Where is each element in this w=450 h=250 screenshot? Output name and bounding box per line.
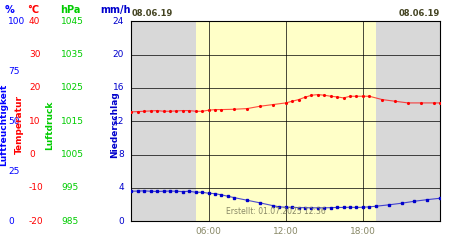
Text: 1015: 1015 xyxy=(61,117,84,126)
Text: Temperatur: Temperatur xyxy=(14,96,23,154)
Text: -10: -10 xyxy=(29,184,44,192)
Text: 20: 20 xyxy=(112,50,124,59)
Text: mm/h: mm/h xyxy=(100,5,130,15)
Text: 1025: 1025 xyxy=(61,84,84,92)
Text: 25: 25 xyxy=(8,167,19,176)
Text: 100: 100 xyxy=(8,17,25,26)
Text: 995: 995 xyxy=(61,184,78,192)
Text: -20: -20 xyxy=(29,217,44,226)
Text: 24: 24 xyxy=(113,17,124,26)
Text: 0: 0 xyxy=(29,150,35,159)
Text: °C: °C xyxy=(27,5,39,15)
Text: 75: 75 xyxy=(8,67,19,76)
Text: 20: 20 xyxy=(29,84,40,92)
Text: 985: 985 xyxy=(61,217,78,226)
Text: hPa: hPa xyxy=(60,5,81,15)
Text: Luftdruck: Luftdruck xyxy=(45,100,54,150)
Text: Luftfeuchtigkeit: Luftfeuchtigkeit xyxy=(0,84,9,166)
Text: 16: 16 xyxy=(112,84,124,92)
Text: 0: 0 xyxy=(118,217,124,226)
Text: 0: 0 xyxy=(8,217,14,226)
Bar xyxy=(196,21,376,221)
Text: 08.06.19: 08.06.19 xyxy=(399,9,440,18)
Text: 30: 30 xyxy=(29,50,40,59)
Bar xyxy=(376,21,440,221)
Text: 1045: 1045 xyxy=(61,17,84,26)
Text: 8: 8 xyxy=(118,150,124,159)
Text: 1005: 1005 xyxy=(61,150,84,159)
Text: 1035: 1035 xyxy=(61,50,84,59)
Text: 08.06.19: 08.06.19 xyxy=(131,9,173,18)
Text: 4: 4 xyxy=(118,184,124,192)
Text: 10: 10 xyxy=(29,117,40,126)
Text: Niederschlag: Niederschlag xyxy=(111,92,120,158)
Text: Erstellt: 01.07.2025 12:36: Erstellt: 01.07.2025 12:36 xyxy=(226,207,326,216)
Text: 50: 50 xyxy=(8,117,19,126)
Text: 40: 40 xyxy=(29,17,40,26)
Text: %: % xyxy=(5,5,15,15)
Bar xyxy=(131,21,196,221)
Text: 12: 12 xyxy=(112,117,124,126)
